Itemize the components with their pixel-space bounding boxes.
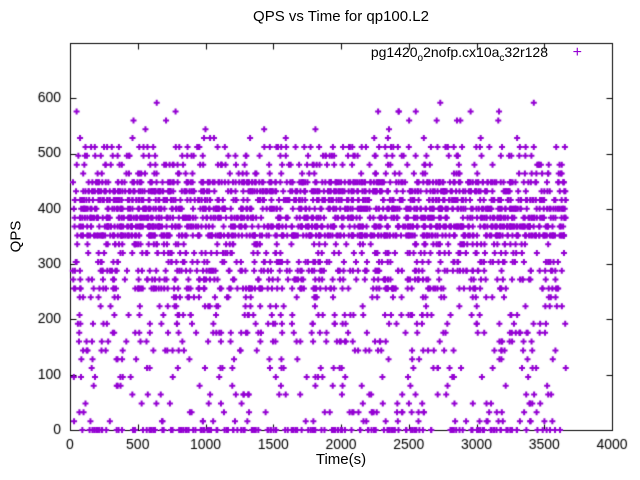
legend-plus-marker-icon: + (572, 44, 582, 61)
y-axis-label: QPS (7, 220, 25, 253)
x-axis-label: Time(s) (315, 451, 367, 468)
legend-series-label: pg1420o2nofp.cx10ac32r128 (370, 44, 548, 64)
chart-title: QPS vs Time for qp100.L2 (253, 8, 429, 25)
legend: pg1420o2nofp.cx10ac32r128 + (371, 44, 582, 64)
